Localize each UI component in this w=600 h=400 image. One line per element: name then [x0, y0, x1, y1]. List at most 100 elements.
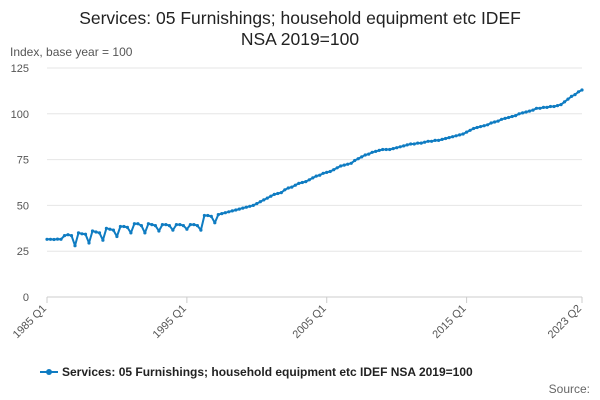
data-point[interactable]	[321, 171, 325, 175]
data-point[interactable]	[111, 228, 115, 232]
data-point[interactable]	[143, 231, 147, 235]
legend[interactable]: Services: 05 Furnishings; household equi…	[40, 365, 473, 379]
data-point[interactable]	[157, 229, 161, 233]
data-point[interactable]	[90, 229, 95, 233]
data-point[interactable]	[80, 232, 84, 236]
data-point[interactable]	[122, 224, 126, 229]
data-point[interactable]	[199, 228, 203, 232]
data-point[interactable]	[374, 149, 378, 153]
data-point[interactable]	[192, 223, 196, 227]
data-point[interactable]	[167, 224, 171, 228]
data-point[interactable]	[62, 234, 67, 238]
data-point[interactable]	[391, 147, 395, 151]
data-point[interactable]	[332, 168, 336, 172]
data-point[interactable]	[55, 237, 60, 241]
data-point[interactable]	[342, 163, 346, 167]
data-point[interactable]	[346, 162, 350, 166]
data-point[interactable]	[524, 110, 528, 114]
data-point[interactable]	[377, 148, 381, 152]
data-point[interactable]	[573, 93, 577, 97]
data-point[interactable]	[139, 224, 143, 228]
data-point[interactable]	[402, 144, 406, 148]
data-point[interactable]	[444, 136, 448, 141]
data-point[interactable]	[269, 194, 273, 198]
data-point[interactable]	[409, 142, 413, 146]
data-point[interactable]	[521, 111, 525, 115]
data-point[interactable]	[171, 228, 175, 232]
data-point[interactable]	[475, 125, 479, 130]
data-point[interactable]	[115, 234, 119, 239]
data-point[interactable]	[241, 206, 245, 210]
data-point[interactable]	[398, 145, 402, 149]
data-point[interactable]	[527, 109, 532, 113]
data-point[interactable]	[419, 141, 423, 145]
data-point[interactable]	[59, 237, 63, 241]
data-point[interactable]	[223, 211, 227, 215]
data-point[interactable]	[300, 180, 304, 185]
data-point[interactable]	[496, 119, 500, 123]
data-point[interactable]	[160, 223, 164, 227]
data-point[interactable]	[297, 181, 301, 185]
data-point[interactable]	[311, 176, 315, 180]
data-point[interactable]	[216, 213, 220, 217]
data-point[interactable]	[174, 223, 178, 227]
data-point[interactable]	[283, 188, 287, 192]
data-point[interactable]	[188, 223, 192, 227]
data-point[interactable]	[451, 135, 455, 139]
data-point[interactable]	[356, 157, 360, 161]
data-point[interactable]	[258, 200, 262, 204]
data-point[interactable]	[307, 178, 311, 182]
data-point[interactable]	[552, 104, 556, 109]
data-point[interactable]	[489, 121, 493, 125]
data-point[interactable]	[150, 223, 154, 227]
data-point[interactable]	[531, 108, 535, 112]
data-point[interactable]	[185, 227, 189, 231]
data-point[interactable]	[349, 161, 353, 165]
data-point[interactable]	[279, 191, 283, 195]
data-point[interactable]	[360, 155, 364, 159]
data-point[interactable]	[569, 94, 574, 98]
data-point[interactable]	[454, 134, 458, 138]
data-point[interactable]	[562, 100, 567, 104]
data-point[interactable]	[234, 208, 238, 212]
data-point[interactable]	[69, 234, 74, 238]
data-point[interactable]	[129, 231, 133, 235]
data-point[interactable]	[73, 244, 77, 248]
data-point[interactable]	[472, 126, 476, 131]
data-point[interactable]	[534, 106, 539, 110]
data-point[interactable]	[468, 128, 472, 132]
data-point[interactable]	[153, 224, 157, 228]
data-point[interactable]	[104, 226, 108, 230]
data-point[interactable]	[136, 222, 140, 226]
data-point[interactable]	[209, 214, 213, 218]
data-point[interactable]	[430, 139, 434, 143]
data-point[interactable]	[458, 133, 462, 137]
data-point[interactable]	[500, 117, 504, 121]
data-point[interactable]	[52, 237, 56, 242]
data-point[interactable]	[230, 209, 234, 213]
data-point[interactable]	[493, 120, 497, 124]
data-point[interactable]	[541, 105, 546, 109]
data-point[interactable]	[433, 138, 437, 142]
data-point[interactable]	[178, 223, 182, 227]
data-point[interactable]	[290, 185, 294, 189]
data-point[interactable]	[363, 153, 367, 157]
data-point[interactable]	[339, 164, 343, 168]
data-point[interactable]	[125, 225, 129, 229]
data-point[interactable]	[255, 202, 259, 206]
data-point[interactable]	[262, 198, 266, 202]
data-point[interactable]	[97, 231, 102, 235]
data-point[interactable]	[353, 158, 357, 163]
data-point[interactable]	[181, 224, 185, 228]
data-point[interactable]	[146, 222, 150, 226]
data-point[interactable]	[395, 146, 399, 150]
data-point[interactable]	[83, 232, 88, 236]
data-point[interactable]	[384, 147, 388, 152]
data-point[interactable]	[367, 152, 371, 156]
data-point[interactable]	[76, 231, 81, 235]
data-point[interactable]	[325, 170, 329, 174]
data-point[interactable]	[276, 191, 280, 196]
data-point[interactable]	[388, 147, 392, 152]
data-point[interactable]	[538, 106, 542, 110]
data-point[interactable]	[293, 183, 297, 187]
